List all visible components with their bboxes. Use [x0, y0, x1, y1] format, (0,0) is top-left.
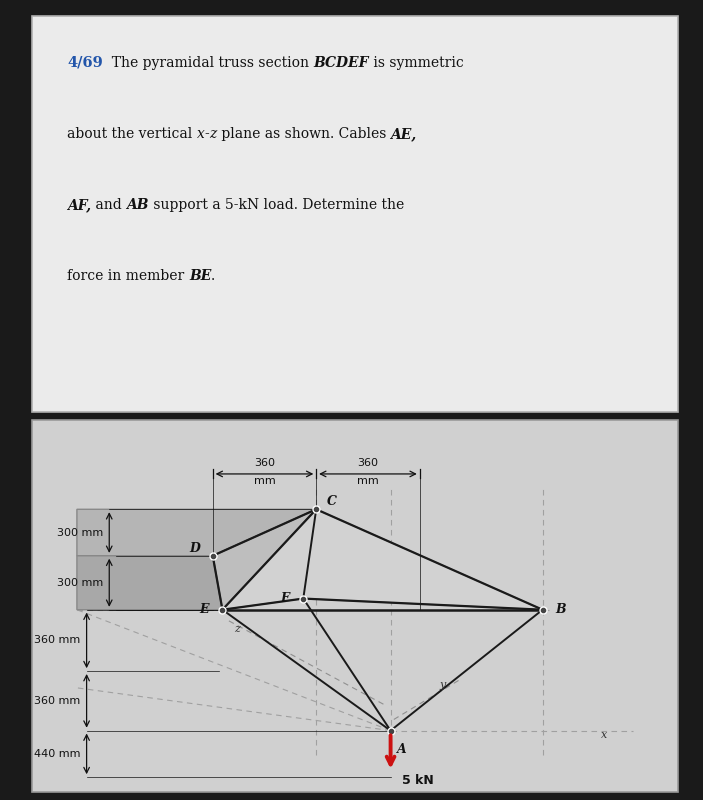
FancyBboxPatch shape	[32, 16, 678, 412]
Text: 4/69: 4/69	[67, 55, 103, 70]
Text: force in member: force in member	[67, 270, 189, 283]
Text: 300 mm: 300 mm	[56, 527, 103, 538]
Text: mm: mm	[254, 476, 276, 486]
Text: 300 mm: 300 mm	[56, 578, 103, 588]
Text: A: A	[397, 742, 407, 756]
Text: C: C	[328, 495, 337, 508]
Text: z: z	[209, 127, 217, 141]
Text: BCDEF: BCDEF	[314, 55, 369, 70]
Polygon shape	[77, 510, 316, 556]
Text: -: -	[205, 127, 209, 141]
Text: support a 5-kN load. Determine the: support a 5-kN load. Determine the	[149, 198, 404, 212]
Text: E: E	[200, 603, 209, 616]
Text: about the vertical: about the vertical	[67, 127, 197, 141]
Text: F: F	[280, 592, 290, 605]
Polygon shape	[77, 556, 222, 610]
Text: D: D	[189, 542, 200, 555]
Text: plane as shown. Cables: plane as shown. Cables	[217, 127, 390, 141]
Text: is symmetric: is symmetric	[369, 55, 463, 70]
Text: y: y	[439, 680, 445, 690]
Text: 360 mm: 360 mm	[34, 635, 80, 646]
Text: AF,: AF,	[67, 198, 91, 212]
Text: 440 mm: 440 mm	[34, 749, 80, 759]
Text: AB: AB	[127, 198, 149, 212]
Text: 360: 360	[254, 458, 275, 468]
Text: z: z	[234, 624, 240, 634]
Text: x: x	[601, 730, 607, 740]
FancyBboxPatch shape	[32, 420, 678, 792]
Text: mm: mm	[357, 476, 379, 486]
Polygon shape	[222, 510, 543, 610]
Text: .: .	[211, 270, 215, 283]
Text: and: and	[91, 198, 127, 212]
Text: 360 mm: 360 mm	[34, 696, 80, 706]
Polygon shape	[213, 510, 316, 610]
Text: The pyramidal truss section: The pyramidal truss section	[103, 55, 314, 70]
Text: AE,: AE,	[390, 127, 417, 141]
Text: B: B	[555, 603, 566, 616]
Text: x: x	[197, 127, 205, 141]
Text: 360: 360	[357, 458, 378, 468]
Text: 5 kN: 5 kN	[402, 774, 434, 787]
Text: BE: BE	[189, 270, 211, 283]
